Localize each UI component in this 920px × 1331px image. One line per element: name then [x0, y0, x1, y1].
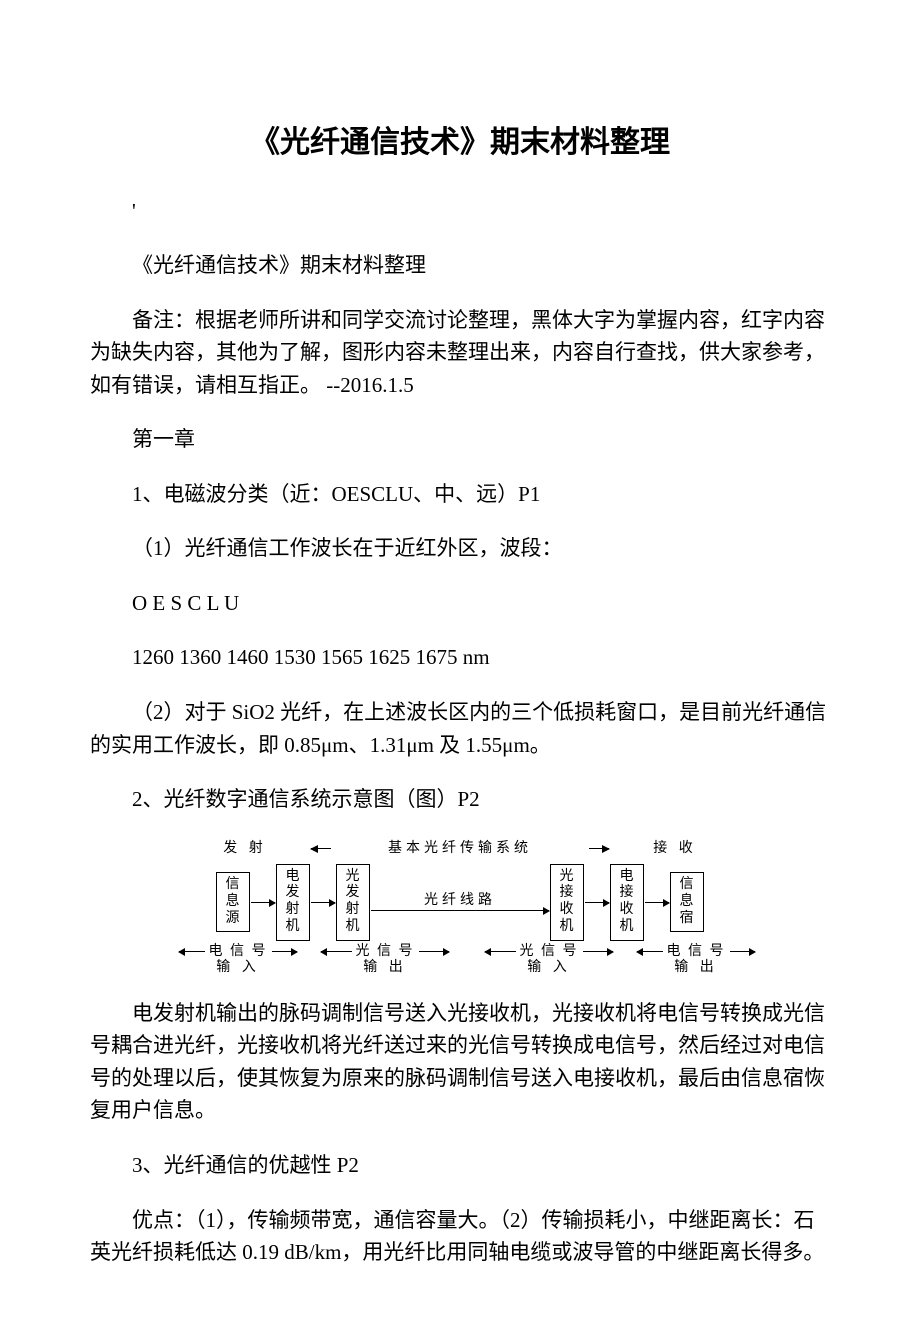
topic-3: 3、光纤通信的优越性 P2	[90, 1149, 830, 1182]
tick-mark: '	[90, 195, 830, 228]
topic-1: 1、电磁波分类（近：OESCLU、中、远）P1	[90, 478, 830, 511]
sub-o-out: 光 信 号	[352, 945, 419, 959]
label-mid: 基本光纤传输系统	[331, 842, 589, 856]
link-label: 光纤线路	[370, 894, 550, 908]
topic-1c: 1260 1360 1460 1530 1565 1625 1675 nm	[90, 641, 830, 674]
node-orx-label: 光 接 收 机	[560, 869, 575, 936]
sub-o-in: 光 信 号	[516, 945, 583, 959]
topic-1a: （1）光纤通信工作波长在于近红外区，波段：	[90, 532, 830, 565]
system-diagram: 发 射 基本光纤传输系统 接 收 信 息 源 电 发 射 机 光 发 射 机 光…	[135, 838, 785, 975]
node-erx: 电 接 收 机	[610, 864, 644, 941]
document-page: { "doc": { "title": "《光纤通信技术》期末材料整理", "t…	[90, 120, 830, 1269]
page-title: 《光纤通信技术》期末材料整理	[90, 120, 830, 167]
topic-2-text: 电发射机输出的脉码调制信号送入光接收机，光接收机将电信号转换成光信号耦合进光纤，…	[90, 997, 830, 1127]
topic-2: 2、光纤数字通信系统示意图（图）P2	[90, 783, 830, 816]
sub-e-in: 电 信 号	[205, 945, 272, 959]
topic-1d: （2）对于 SiO2 光纤，在上述波长区内的三个低损耗窗口，是目前光纤通信的实用…	[90, 696, 830, 761]
diagram-sub-row: 电 信 号 输 入 光 信 号 输 出 光 信 号 输 入 电 信 号 输 出	[135, 945, 785, 975]
node-otx-label: 光 发 射 机	[346, 869, 361, 936]
node-dest: 信 息 宿	[670, 872, 704, 932]
diagram-top-labels: 发 射 基本光纤传输系统 接 收	[135, 838, 785, 860]
label-rx: 接 收	[625, 842, 725, 856]
topic-3-text: 优点：（1），传输频带宽，通信容量大。（2）传输损耗小，中继距离长：石英光纤损耗…	[90, 1204, 830, 1269]
sub-out-1: 输 出	[363, 961, 407, 975]
subtitle-line: 《光纤通信技术》期末材料整理	[90, 249, 830, 282]
chapter-heading: 第一章	[90, 423, 830, 456]
sub-out-2: 输 出	[674, 961, 718, 975]
node-dest-label: 信 息 宿	[680, 877, 695, 927]
node-orx: 光 接 收 机	[550, 864, 584, 941]
label-tx: 发 射	[195, 842, 295, 856]
sub-e-out: 电 信 号	[663, 945, 730, 959]
diagram-main-row: 信 息 源 电 发 射 机 光 发 射 机 光纤线路 光 接 收 机 电 接 收…	[135, 864, 785, 941]
topic-1b: O E S C L U	[90, 587, 830, 620]
node-etx: 电 发 射 机	[276, 864, 310, 941]
node-source-label: 信 息 源	[226, 877, 241, 927]
note-paragraph: 备注：根据老师所讲和同学交流讨论整理，黑体大字为掌握内容，红字内容为缺失内容，其…	[90, 304, 830, 402]
node-erx-label: 电 接 收 机	[620, 869, 635, 936]
node-source: 信 息 源	[216, 872, 250, 932]
sub-in-1: 输 入	[216, 961, 260, 975]
node-etx-label: 电 发 射 机	[286, 869, 301, 936]
sub-in-2: 输 入	[527, 961, 571, 975]
node-otx: 光 发 射 机	[336, 864, 370, 941]
